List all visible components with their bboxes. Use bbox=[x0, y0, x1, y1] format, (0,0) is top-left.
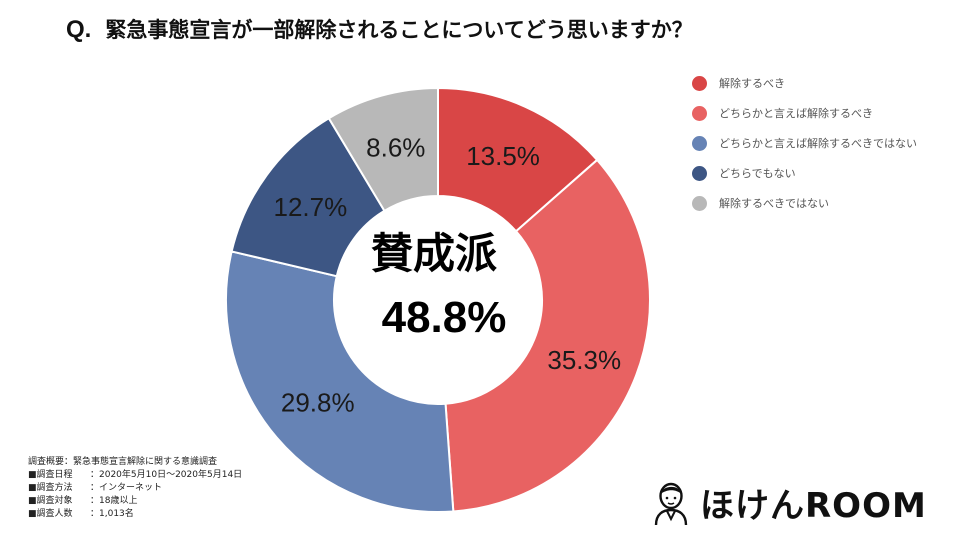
question-prefix: Q. bbox=[66, 16, 92, 43]
legend-item: どちらでもない bbox=[692, 158, 917, 188]
footnote-key: ■調査日程 bbox=[28, 470, 73, 480]
hoken-room-logo: ほけんROOM bbox=[650, 478, 927, 527]
footnote-row: ■調査対象 ：18歳以上 bbox=[28, 495, 242, 508]
legend-item: 解除するべき bbox=[692, 68, 917, 98]
logo-text: ほけんROOM bbox=[700, 486, 927, 526]
footnote-row: ■調査方法 ：インターネット bbox=[28, 482, 242, 495]
footnote-heading: 調査概要：緊急事態宣言解除に関する意識調査 bbox=[28, 457, 218, 467]
footnote-key: ■調査方法 bbox=[28, 483, 73, 493]
center-label-title: 賛成派 bbox=[371, 229, 497, 278]
question-text: 緊急事態宣言が一部解除されることについてどう思いますか？ bbox=[105, 18, 693, 42]
legend-swatch bbox=[692, 195, 707, 211]
legend-label: 解除するべき bbox=[719, 77, 785, 90]
footnote-value: ：1,013名 bbox=[90, 509, 134, 519]
slice-value-label: 8.6% bbox=[366, 133, 425, 163]
chart-title: Q. 緊急事態宣言が一部解除されることについてどう思いますか？ bbox=[66, 14, 693, 44]
legend-swatch bbox=[692, 165, 707, 181]
donut-hole bbox=[334, 196, 542, 404]
legend-label: どちらでもない bbox=[719, 167, 796, 180]
legend-swatch bbox=[692, 135, 707, 151]
center-label-value: 48.8% bbox=[382, 293, 507, 342]
footnote-key: ■調査人数 bbox=[28, 509, 73, 519]
legend-swatch bbox=[692, 105, 707, 121]
legend-item: どちらかと言えば解除するべき bbox=[692, 98, 917, 128]
footnote-value: ：18歳以上 bbox=[90, 496, 138, 506]
legend-label: 解除するべきではない bbox=[719, 197, 829, 210]
footnote-value: ：インターネット bbox=[90, 483, 163, 493]
footnote-row: ■調査日程 ：2020年5月10日～2020年5月14日 bbox=[28, 469, 242, 482]
person-avatar-icon bbox=[654, 482, 688, 525]
legend-label: どちらかと言えば解除するべきではない bbox=[719, 137, 917, 150]
slice-value-label: 13.5% bbox=[466, 141, 540, 171]
footnote-value: ：2020年5月10日～2020年5月14日 bbox=[90, 470, 243, 480]
footnote-row: ■調査人数 ：1,013名 bbox=[28, 508, 242, 521]
slice-value-label: 35.3% bbox=[547, 345, 621, 375]
survey-footnote: 調査概要：緊急事態宣言解除に関する意識調査 ■調査日程 ：2020年5月10日～2… bbox=[28, 456, 242, 521]
slice-value-label: 29.8% bbox=[281, 388, 355, 418]
footnote-key: ■調査対象 bbox=[28, 496, 73, 506]
legend-label: どちらかと言えば解除するべき bbox=[719, 107, 873, 120]
legend-swatch bbox=[692, 75, 707, 91]
legend: 解除するべき どちらかと言えば解除するべき どちらかと言えば解除するべきではない… bbox=[692, 68, 917, 218]
legend-item: 解除するべきではない bbox=[692, 188, 917, 218]
slice-value-label: 12.7% bbox=[274, 192, 348, 222]
legend-item: どちらかと言えば解除するべきではない bbox=[692, 128, 917, 158]
